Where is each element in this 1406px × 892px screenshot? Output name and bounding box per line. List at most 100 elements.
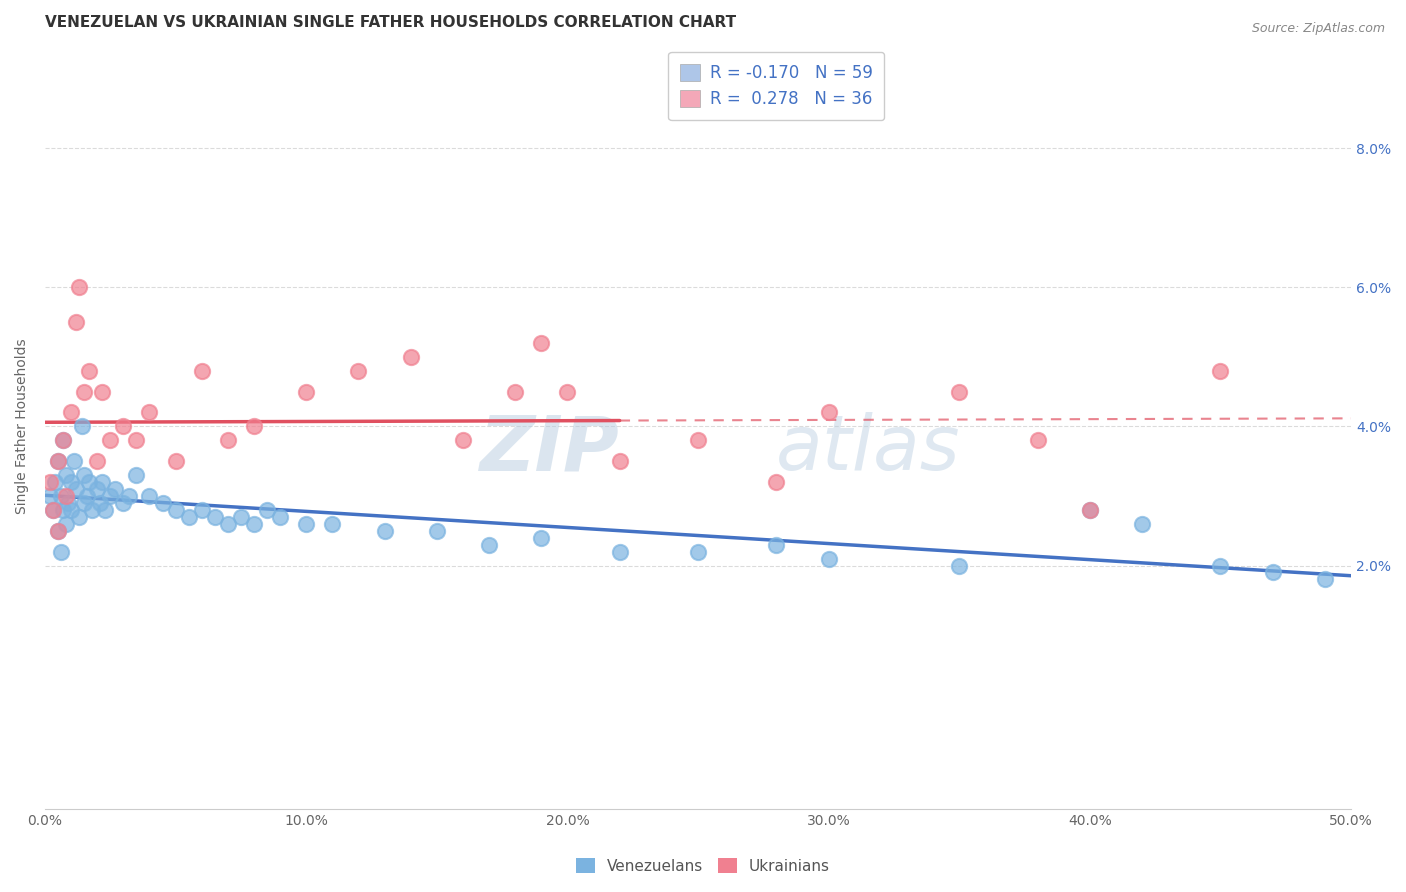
Point [79,475,101,489]
Point [89,496,111,510]
Point [91,475,114,489]
Point [60,405,83,419]
Point [73,468,96,483]
Point [58,496,80,510]
Point [817,405,839,419]
Point [46,454,69,468]
Point [1261,566,1284,580]
Point [1078,503,1101,517]
Point [190,503,212,517]
Point [1026,434,1049,448]
Point [948,384,970,399]
Point [70,419,93,434]
Point [73,496,96,510]
Point [399,350,422,364]
Point [46,524,69,538]
Text: atlas: atlas [776,412,960,486]
Point [269,509,291,524]
Point [86,454,108,468]
Point [60,475,83,489]
Point [1313,573,1336,587]
Point [86,482,108,496]
Point [817,551,839,566]
Point [42,503,65,517]
Point [76,489,98,503]
Point [98,489,121,503]
Point [91,384,114,399]
Legend: Venezuelans, Ukrainians: Venezuelans, Ukrainians [569,852,837,880]
Point [65,482,87,496]
Point [60,503,83,517]
Point [104,482,127,496]
Point [256,503,278,517]
Point [42,503,65,517]
Point [55,516,77,531]
Point [39,475,62,489]
Point [94,503,117,517]
Point [55,489,77,503]
Point [217,434,239,448]
Point [426,524,449,538]
Point [217,516,239,531]
Legend: R = -0.170   N = 59, R =  0.278   N = 36: R = -0.170 N = 59, R = 0.278 N = 36 [668,52,884,120]
Point [98,434,121,448]
Point [1078,503,1101,517]
Point [204,509,226,524]
Point [243,516,266,531]
Point [44,475,66,489]
Point [39,489,62,503]
Point [62,454,84,468]
Point [609,544,631,558]
Point [948,558,970,573]
Point [295,516,318,531]
Point [347,364,370,378]
Point [52,503,75,517]
Point [1209,558,1232,573]
Point [295,384,318,399]
Point [112,419,135,434]
Point [65,315,87,329]
Point [125,468,148,483]
Point [530,335,553,350]
Point [67,280,90,294]
Point [686,434,709,448]
Point [55,468,77,483]
Point [451,434,474,448]
Point [73,384,96,399]
Point [152,496,174,510]
Point [609,454,631,468]
Point [52,434,75,448]
Point [52,434,75,448]
Y-axis label: Single Father Households: Single Father Households [15,339,30,514]
Text: Source: ZipAtlas.com: Source: ZipAtlas.com [1251,22,1385,36]
Point [478,538,501,552]
Point [1130,516,1153,531]
Point [321,516,343,531]
Text: VENEZUELAN VS UKRAINIAN SINGLE FATHER HOUSEHOLDS CORRELATION CHART: VENEZUELAN VS UKRAINIAN SINGLE FATHER HO… [45,15,737,30]
Point [503,384,526,399]
Point [138,489,160,503]
Point [80,503,103,517]
Point [1209,364,1232,378]
Point [46,524,69,538]
Point [765,538,787,552]
Point [190,364,212,378]
Point [243,419,266,434]
Point [125,434,148,448]
Point [67,509,90,524]
Point [374,524,396,538]
Point [765,475,787,489]
Point [165,454,187,468]
Point [177,509,200,524]
Point [49,489,72,503]
Point [530,531,553,545]
Point [138,405,160,419]
Point [49,544,72,558]
Point [117,489,139,503]
Text: ZIP: ZIP [479,412,620,486]
Point [557,384,579,399]
Point [229,509,252,524]
Point [165,503,187,517]
Point [112,496,135,510]
Point [79,364,101,378]
